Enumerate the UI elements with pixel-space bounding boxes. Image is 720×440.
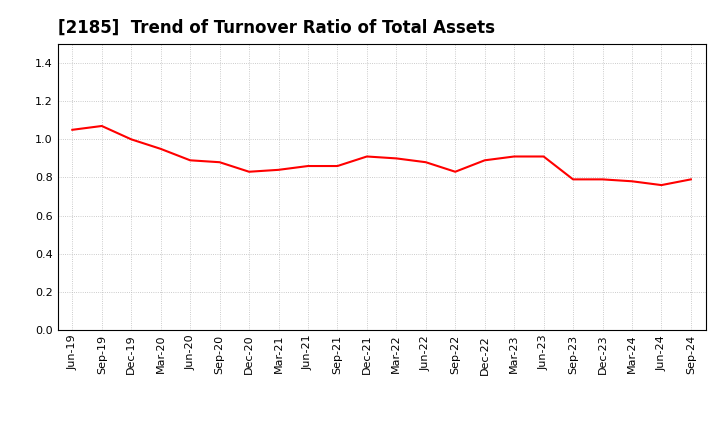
Text: [2185]  Trend of Turnover Ratio of Total Assets: [2185] Trend of Turnover Ratio of Total … (58, 19, 495, 37)
